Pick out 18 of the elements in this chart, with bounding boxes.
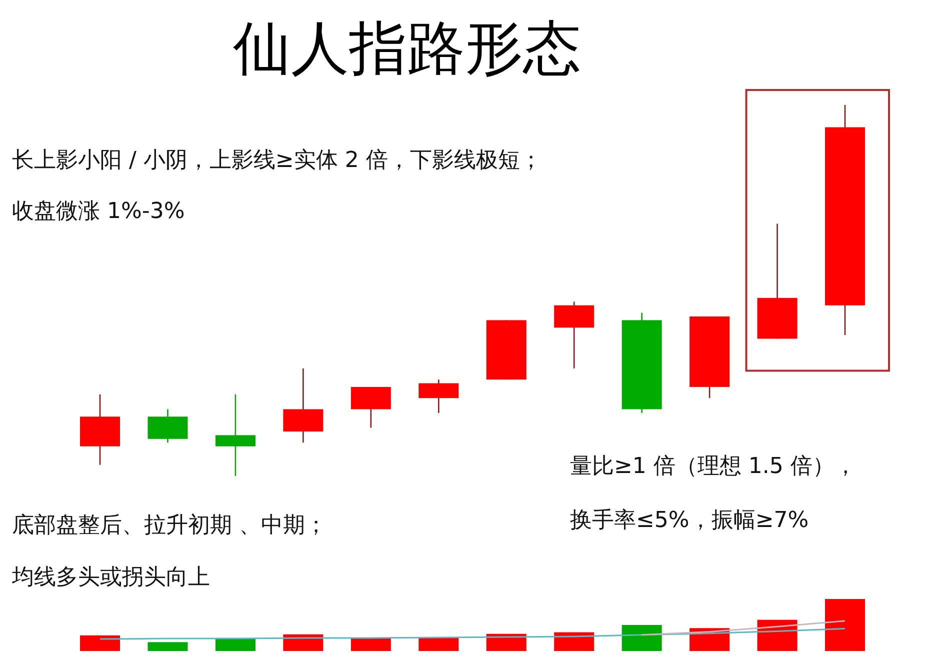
annotation: 量比≥1 倍（理想 1.5 倍）， xyxy=(570,454,856,479)
bar xyxy=(418,638,459,651)
text: 底部盘整后、拉升初期 、中期； xyxy=(12,513,327,538)
bar xyxy=(148,642,188,651)
bar xyxy=(283,634,324,651)
bar xyxy=(554,632,594,651)
bar xyxy=(825,599,865,651)
bar xyxy=(215,638,256,651)
chart-title: 仙人指路形态 xyxy=(233,14,581,82)
bar xyxy=(350,638,391,651)
bar xyxy=(757,620,798,651)
bar xyxy=(80,635,120,651)
bar xyxy=(486,634,526,651)
text: 换手率≤5%，振幅≥7% xyxy=(570,508,809,533)
annotation: 收盘微涨 1%-3% xyxy=(12,199,185,224)
annotation: 长上影小阳 / 小阴，上影线≥实体 2 倍，下影线极短； xyxy=(12,148,542,173)
bar xyxy=(622,625,662,651)
text: 均线多头或拐头向上 xyxy=(11,565,210,590)
